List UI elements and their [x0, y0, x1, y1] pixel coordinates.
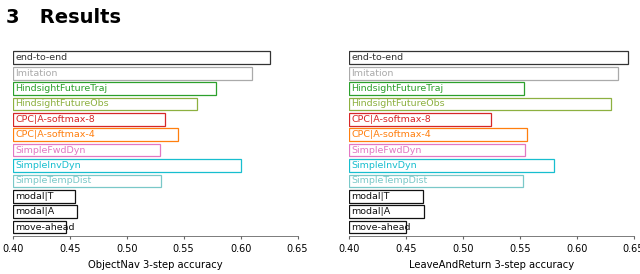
FancyBboxPatch shape: [13, 175, 161, 187]
Text: move-ahead: move-ahead: [351, 223, 411, 232]
Text: SimpleInvDyn: SimpleInvDyn: [15, 161, 81, 170]
X-axis label: ObjectNav 3-step accuracy: ObjectNav 3-step accuracy: [88, 259, 223, 270]
FancyBboxPatch shape: [13, 129, 178, 141]
FancyBboxPatch shape: [13, 221, 67, 233]
Text: SimpleFwdDyn: SimpleFwdDyn: [15, 146, 86, 155]
FancyBboxPatch shape: [349, 159, 554, 172]
Text: HindsightFutureObs: HindsightFutureObs: [351, 99, 445, 109]
FancyBboxPatch shape: [13, 67, 252, 79]
FancyBboxPatch shape: [349, 67, 618, 79]
FancyBboxPatch shape: [349, 52, 628, 64]
FancyBboxPatch shape: [13, 113, 165, 126]
Text: HindsightFutureTraj: HindsightFutureTraj: [15, 84, 108, 93]
Text: CPC|A-softmax-8: CPC|A-softmax-8: [15, 115, 95, 124]
FancyBboxPatch shape: [349, 129, 527, 141]
FancyBboxPatch shape: [349, 98, 611, 110]
Text: end-to-end: end-to-end: [351, 53, 403, 62]
FancyBboxPatch shape: [13, 82, 216, 95]
Text: Imitation: Imitation: [15, 69, 58, 78]
FancyBboxPatch shape: [349, 206, 424, 218]
Text: HindsightFutureObs: HindsightFutureObs: [15, 99, 109, 109]
Text: SimpleFwdDyn: SimpleFwdDyn: [351, 146, 422, 155]
FancyBboxPatch shape: [349, 175, 523, 187]
FancyBboxPatch shape: [349, 82, 524, 95]
Text: modal|T: modal|T: [351, 192, 390, 201]
Text: CPC|A-softmax-8: CPC|A-softmax-8: [351, 115, 431, 124]
X-axis label: LeaveAndReturn 3-step accuracy: LeaveAndReturn 3-step accuracy: [409, 259, 574, 270]
FancyBboxPatch shape: [13, 206, 77, 218]
Text: modal|T: modal|T: [15, 192, 54, 201]
Text: SimpleTempDist: SimpleTempDist: [351, 176, 428, 185]
FancyBboxPatch shape: [349, 144, 525, 156]
Text: CPC|A-softmax-4: CPC|A-softmax-4: [15, 130, 95, 139]
FancyBboxPatch shape: [349, 221, 406, 233]
FancyBboxPatch shape: [349, 190, 423, 203]
Text: SimpleTempDist: SimpleTempDist: [15, 176, 92, 185]
Text: move-ahead: move-ahead: [15, 223, 75, 232]
FancyBboxPatch shape: [13, 98, 197, 110]
FancyBboxPatch shape: [349, 113, 492, 126]
Text: modal|A: modal|A: [351, 207, 390, 216]
FancyBboxPatch shape: [13, 190, 76, 203]
Text: CPC|A-softmax-4: CPC|A-softmax-4: [351, 130, 431, 139]
FancyBboxPatch shape: [13, 144, 160, 156]
Text: 3   Results: 3 Results: [6, 8, 122, 27]
Text: HindsightFutureTraj: HindsightFutureTraj: [351, 84, 444, 93]
FancyBboxPatch shape: [13, 159, 241, 172]
Text: modal|A: modal|A: [15, 207, 54, 216]
Text: Imitation: Imitation: [351, 69, 394, 78]
Text: SimpleInvDyn: SimpleInvDyn: [351, 161, 417, 170]
Text: end-to-end: end-to-end: [15, 53, 67, 62]
FancyBboxPatch shape: [13, 52, 270, 64]
